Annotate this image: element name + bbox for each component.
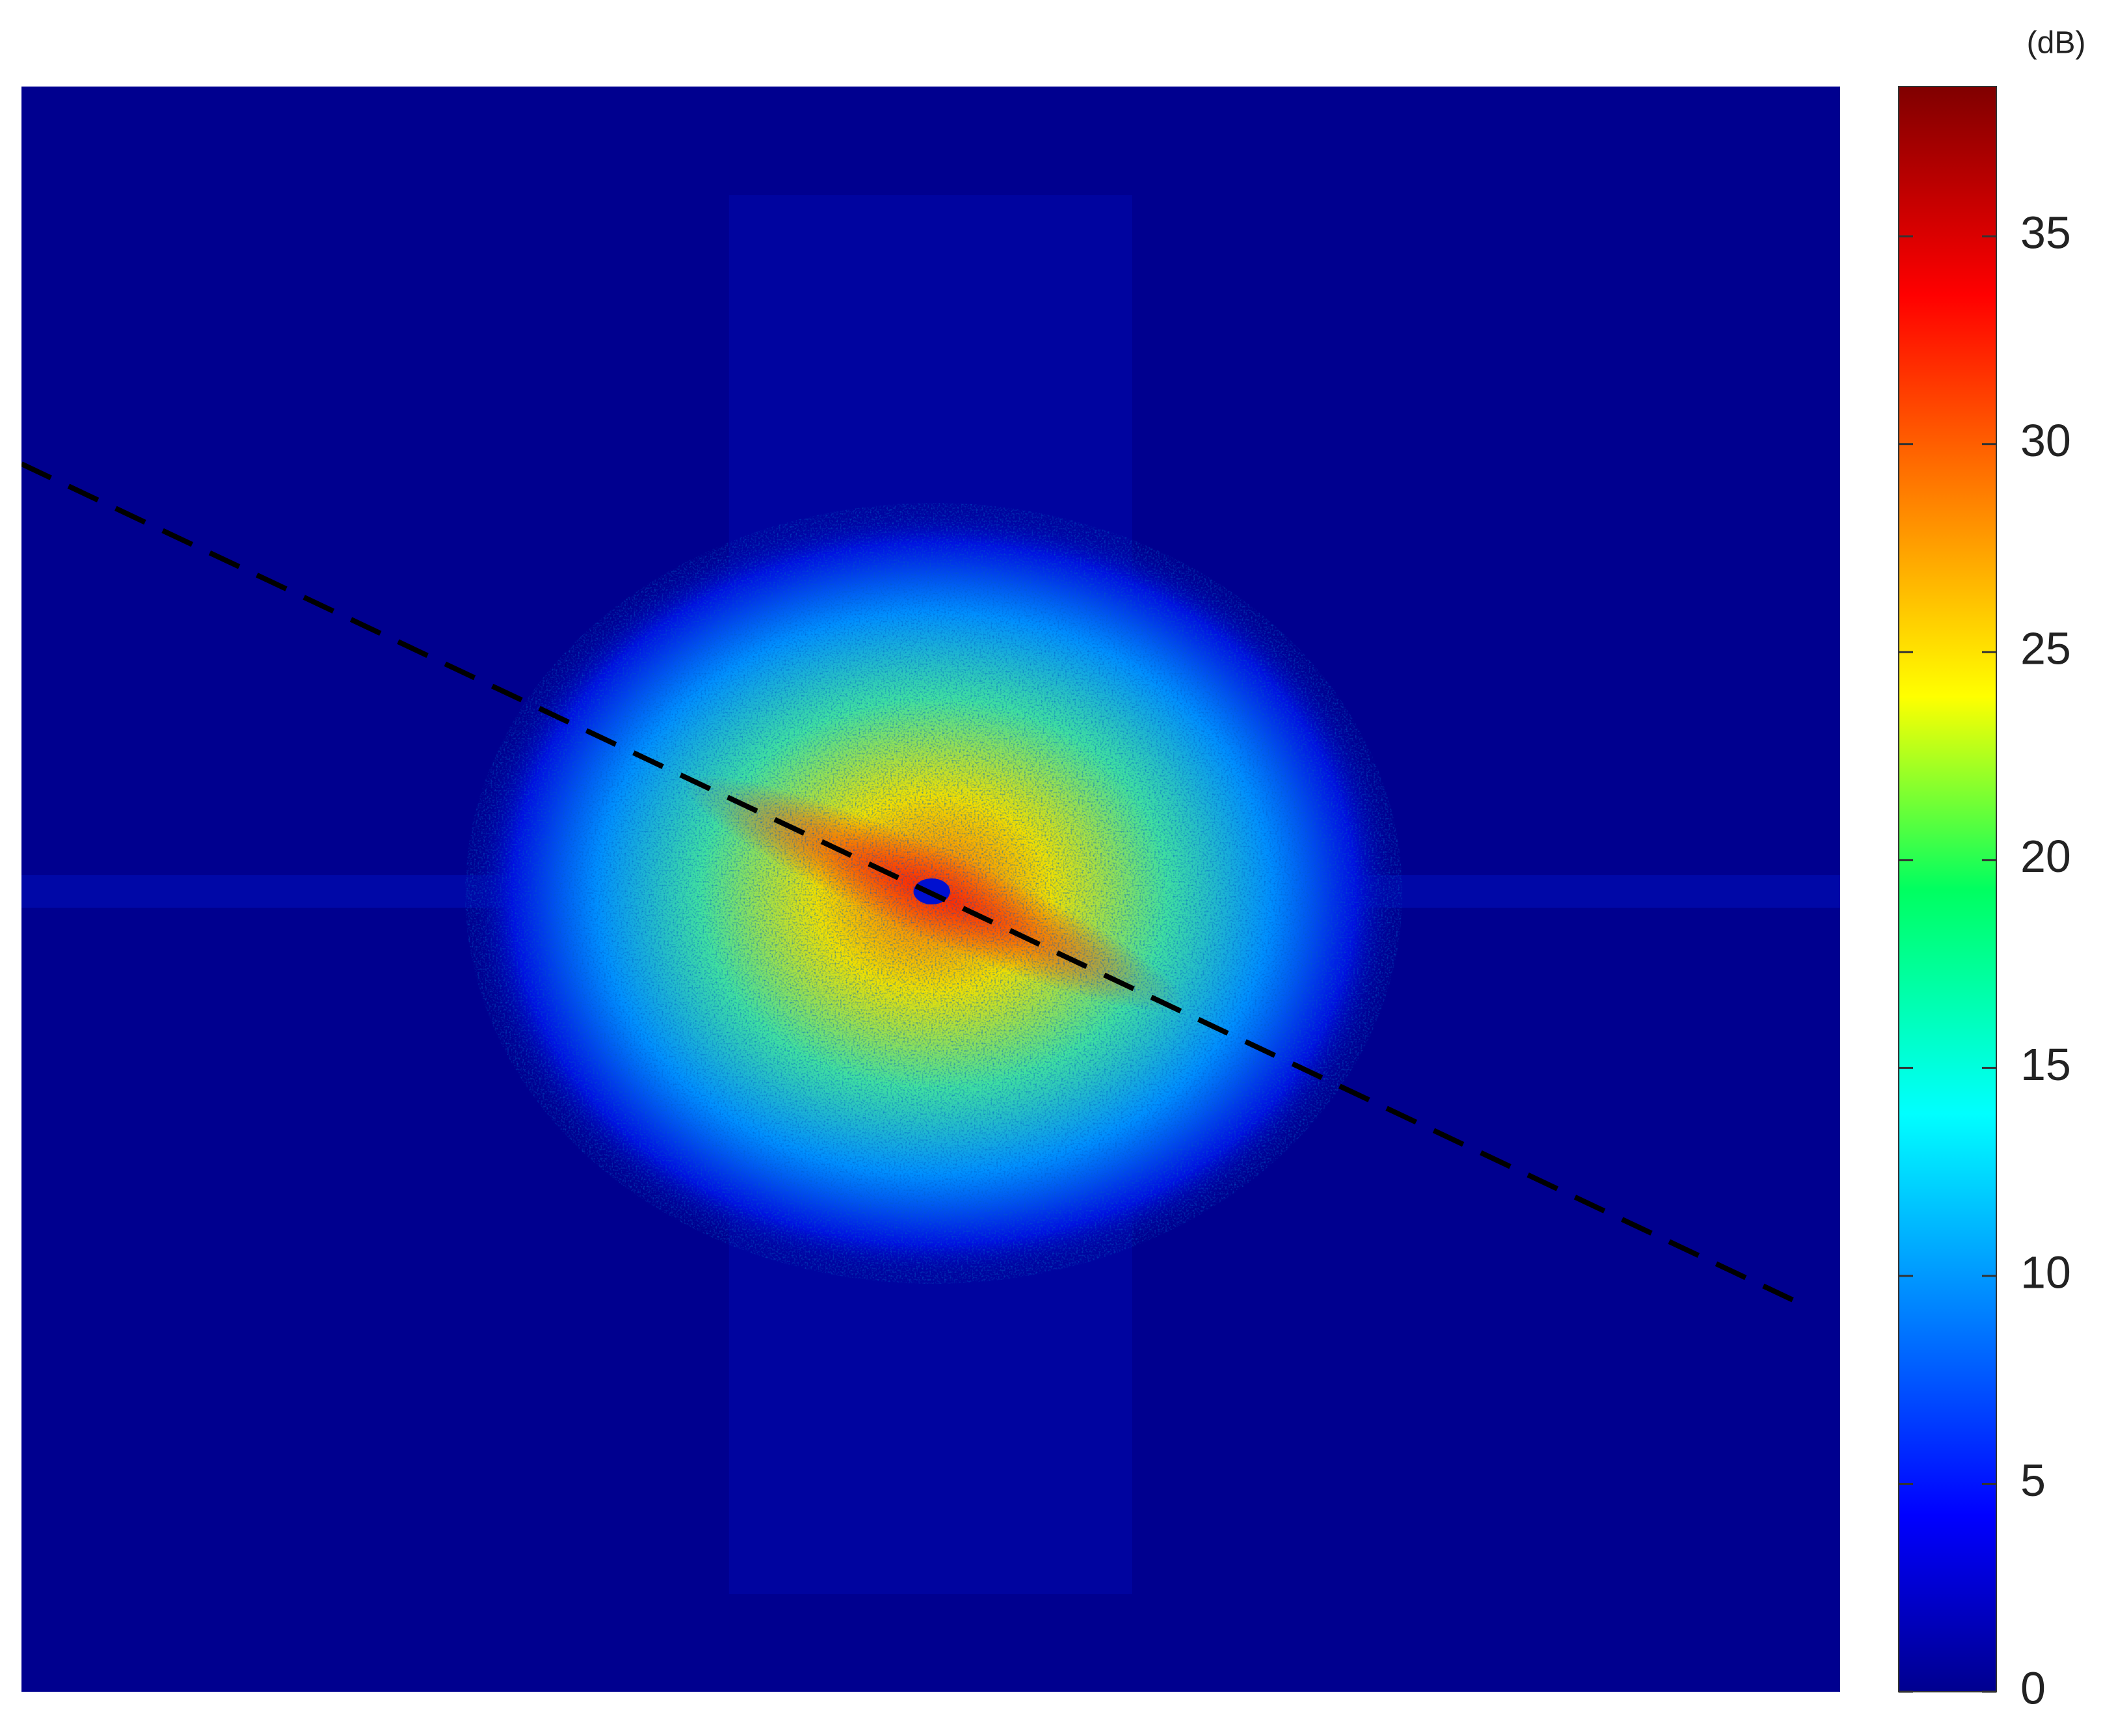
tick-label: 35 (2020, 208, 2071, 258)
heatmap-image (21, 87, 1840, 1692)
tick-label: 10 (2020, 1247, 2071, 1297)
tick-label: 25 (2020, 623, 2071, 674)
tick-label: 20 (2020, 831, 2071, 882)
colorbar-label: (dB) (2027, 26, 2086, 61)
colorbar (1898, 86, 1997, 1692)
dashed-line (21, 461, 1799, 1305)
tick-label: 5 (2020, 1455, 2046, 1506)
tick-label: 0 (2020, 1662, 2046, 1713)
tick-label: 30 (2020, 415, 2071, 466)
tick-label: 15 (2020, 1039, 2071, 1090)
